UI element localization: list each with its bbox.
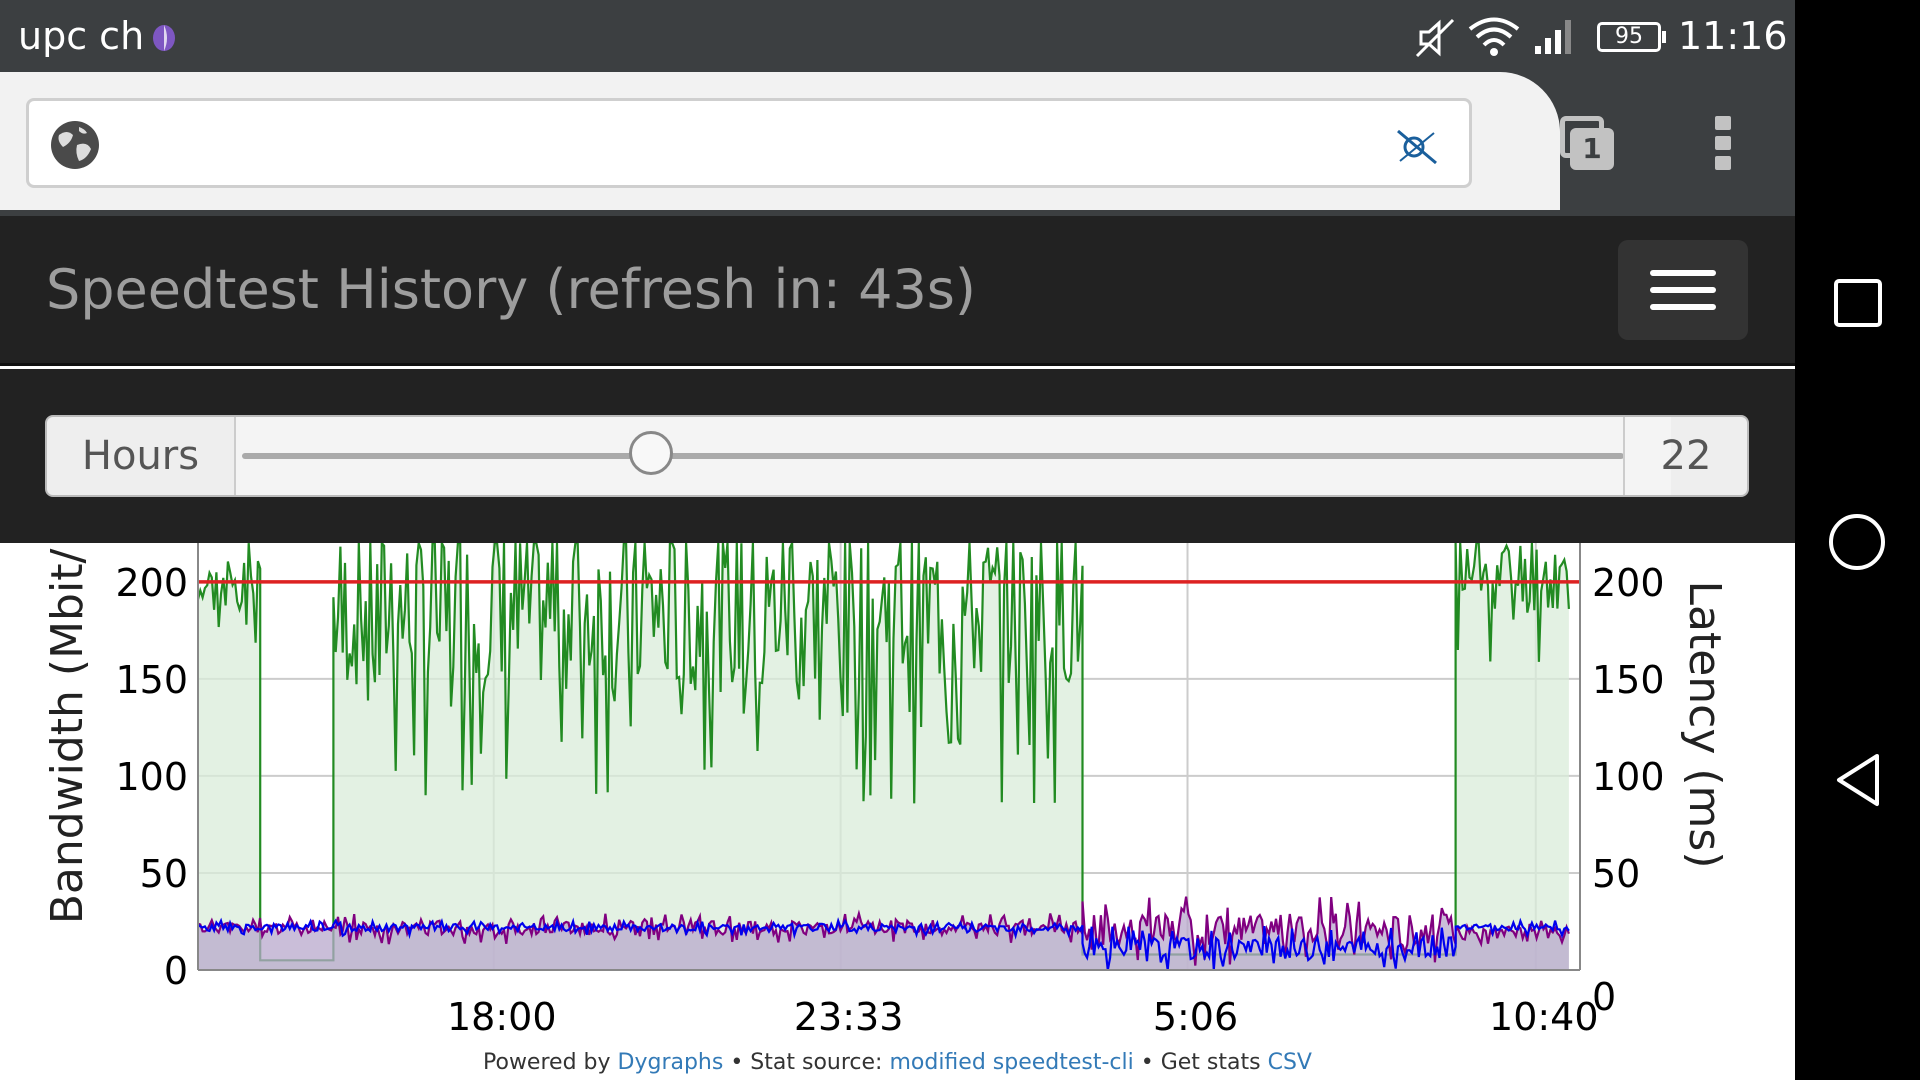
y-tick-label: 50 — [140, 852, 188, 896]
tor-onion-icon — [153, 25, 175, 51]
footer: Powered by Dygraphs • Stat source: modif… — [0, 1048, 1795, 1078]
x-tick-label: 23:33 — [794, 995, 904, 1039]
url-bar[interactable] — [26, 98, 1472, 188]
tabs-button[interactable]: 1 — [1556, 110, 1620, 174]
y-tick-label: 150 — [115, 658, 188, 702]
footer-stats-text: • Get stats — [1133, 1050, 1268, 1075]
y-tick-label: 0 — [164, 949, 188, 993]
hamburger-bar — [1650, 270, 1716, 276]
menu-dot-icon — [1715, 136, 1731, 150]
footer-source-text: • Stat source: — [723, 1050, 890, 1075]
slider-track[interactable] — [242, 453, 1624, 459]
tab-count: 1 — [1570, 128, 1614, 170]
x-tick-label: 18:00 — [447, 995, 557, 1039]
menu-dot-icon — [1715, 156, 1731, 170]
hamburger-bar — [1650, 304, 1716, 310]
y2-tick-label: 50 — [1592, 852, 1640, 896]
speedtest-cli-link[interactable]: modified speedtest-cli — [889, 1050, 1134, 1075]
hours-value: 22 — [1623, 417, 1747, 495]
y-axis-label: Bandwidth (Mbit/ — [42, 549, 93, 925]
hours-input-group: Hours 22 — [45, 415, 1749, 497]
x-tick-label: 10:40 — [1489, 995, 1599, 1039]
y2-axis-label: Latency (ms) — [1679, 580, 1730, 868]
clock: 11:16 — [1678, 14, 1788, 58]
home-icon[interactable] — [1827, 512, 1887, 572]
series-line — [197, 917, 1570, 971]
battery-level: 95 — [1615, 24, 1643, 49]
series-line — [197, 896, 1570, 966]
android-navigation-bar — [1795, 0, 1920, 1080]
tracking-protection-icon[interactable] — [1394, 123, 1440, 169]
page-navbar: Speedtest History (refresh in: 43s) — [0, 216, 1795, 366]
recent-apps-icon[interactable] — [1831, 276, 1885, 330]
battery-tip — [1662, 31, 1666, 43]
y2-tick-label: 0 — [1592, 975, 1616, 1019]
y2-tick-label: 100 — [1592, 755, 1665, 799]
csv-link[interactable]: CSV — [1267, 1050, 1312, 1075]
carrier-name: upc ch — [18, 14, 145, 58]
page-title[interactable]: Speedtest History (refresh in: 43s) — [46, 258, 976, 321]
globe-icon[interactable] — [49, 119, 101, 171]
slider-thumb[interactable] — [628, 431, 673, 475]
hours-slider[interactable] — [236, 417, 1671, 495]
y2-tick-label: 200 — [1592, 561, 1665, 605]
speedtest-chart[interactable]: 0 50 100 150 200 0 50 100 150 200 18:00 23:33 5:06 10… — [0, 543, 1795, 1080]
menu-dot-icon — [1715, 116, 1731, 130]
footer-powered-text: Powered by — [483, 1050, 618, 1075]
y-tick-label: 100 — [115, 755, 188, 799]
battery-icon: 95 — [1597, 22, 1661, 52]
back-icon[interactable] — [1829, 750, 1885, 810]
y-tick-label: 200 — [115, 561, 188, 605]
screen: upc ch 95 11:16 — [0, 0, 1795, 1080]
hamburger-bar — [1650, 287, 1716, 293]
status-bar: upc ch 95 11:16 — [0, 0, 1795, 72]
browser-menu-button[interactable] — [1706, 110, 1740, 176]
cell-signal-icon — [1535, 20, 1571, 54]
hamburger-menu-button[interactable] — [1618, 240, 1748, 340]
hours-label: Hours — [47, 417, 236, 495]
series-area — [198, 543, 1569, 970]
x-tick-label: 5:06 — [1153, 995, 1238, 1039]
browser-toolbar: 1 — [0, 72, 1795, 216]
toolbar-tab-shape — [0, 72, 1560, 210]
y2-tick-label: 150 — [1592, 658, 1665, 702]
wifi-icon — [1468, 17, 1520, 56]
vibrate-mute-icon — [1415, 18, 1455, 58]
controls-band: Hours 22 — [0, 369, 1795, 543]
dygraphs-link[interactable]: Dygraphs — [617, 1050, 724, 1075]
